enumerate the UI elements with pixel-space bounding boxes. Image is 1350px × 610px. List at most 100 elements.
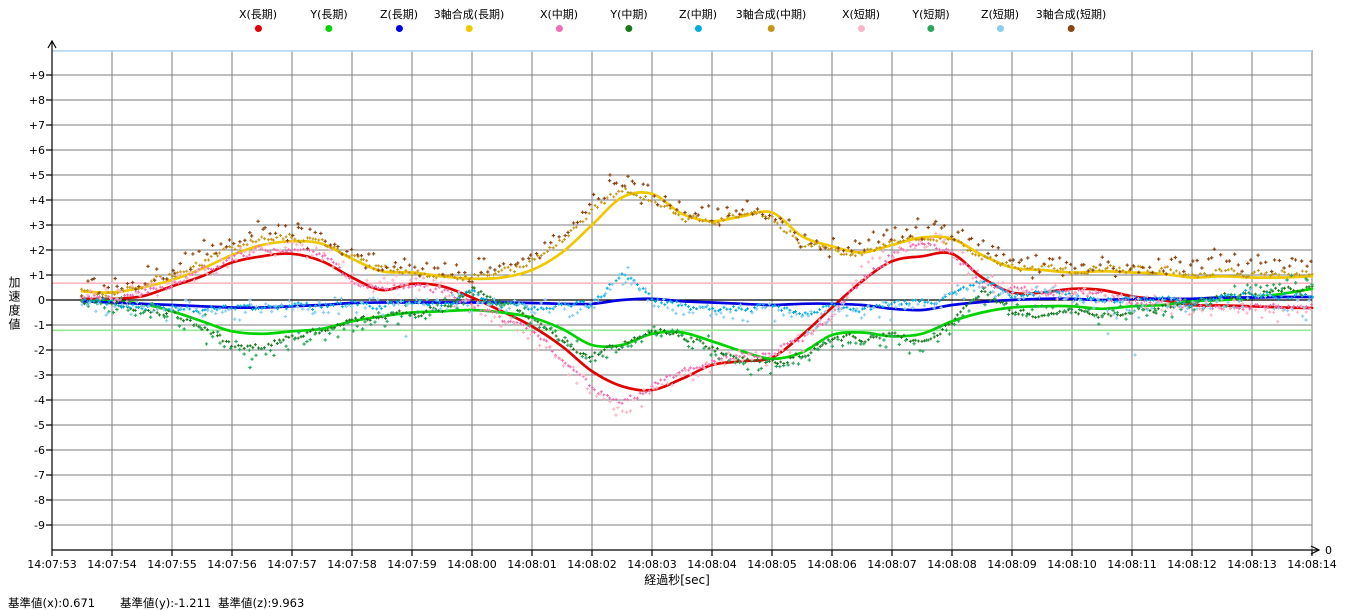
series-x-short-points (79, 231, 1313, 414)
legend-item-Y(中期): Y(中期) (610, 8, 648, 32)
svg-text:14:08:09: 14:08:09 (987, 558, 1036, 571)
series-sum-mid-points (80, 187, 1314, 298)
svg-text:-6: -6 (34, 444, 45, 457)
legend-label: X(短期) (841, 8, 881, 21)
svg-text:+6: +6 (29, 144, 45, 157)
legend-dot-icon (325, 25, 333, 32)
svg-text:14:08:06: 14:08:06 (807, 558, 856, 571)
series-sum-long-line (80, 191, 1314, 294)
svg-text:-1: -1 (34, 319, 45, 332)
legend-dot-icon (767, 25, 775, 32)
outlier-points (248, 277, 1308, 370)
legend-item-3軸合成(長期): 3軸合成(長期) (434, 8, 504, 32)
svg-text:14:07:53: 14:07:53 (27, 558, 76, 571)
legend-label: X(中期) (539, 8, 579, 21)
svg-text:+7: +7 (29, 119, 45, 132)
svg-text:+4: +4 (29, 194, 45, 207)
legend-dot-icon (1067, 25, 1075, 32)
legend-label: Z(長期) (379, 8, 419, 21)
outlier-points (404, 265, 1308, 357)
svg-text:14:08:12: 14:08:12 (1167, 558, 1216, 571)
svg-text:14:08:02: 14:08:02 (567, 558, 616, 571)
svg-text:14:07:57: 14:07:57 (267, 558, 316, 571)
series-z-short-points (80, 272, 1311, 330)
legend-dot-icon (927, 25, 935, 32)
legend-dot-icon (996, 25, 1004, 32)
legend-label: Y(長期) (310, 8, 348, 21)
legend-item-3軸合成(短期): 3軸合成(短期) (1035, 8, 1107, 32)
legend-label: Y(中期) (610, 8, 648, 21)
svg-text:14:07:59: 14:07:59 (387, 558, 436, 571)
svg-text:14:08:07: 14:08:07 (867, 558, 916, 571)
legend-item-Y(短期): Y(短期) (912, 8, 950, 32)
legend-dot-icon (465, 25, 473, 32)
svg-text:-4: -4 (34, 394, 45, 407)
svg-text:14:08:03: 14:08:03 (627, 558, 676, 571)
outlier-points (296, 173, 630, 261)
svg-text:14:07:56: 14:07:56 (207, 558, 256, 571)
legend-label: X(長期) (238, 8, 278, 21)
series-sum-short-points (80, 179, 1313, 298)
svg-text:14:07:54: 14:07:54 (87, 558, 136, 571)
legend-item-3軸合成(中期): 3軸合成(中期) (735, 8, 807, 32)
svg-text:-5: -5 (34, 419, 45, 432)
legend-item-Z(長期): Z(長期) (380, 8, 418, 32)
y-axis-title: 加速度値 (7, 276, 21, 332)
svg-text:-7: -7 (34, 469, 45, 482)
svg-text:14:08:14: 14:08:14 (1287, 558, 1336, 571)
axes (46, 39, 1321, 556)
series-y-long-line (80, 287, 1314, 361)
legend-item-X(長期): X(長期) (239, 8, 277, 32)
legend-dot-icon (694, 25, 702, 32)
x-axis-origin-label: 0 (1325, 544, 1332, 557)
x-axis-title: 経過秒[sec] (644, 573, 710, 587)
legend-dot-icon (555, 25, 563, 32)
baseline-x-value: 基準値(x):0.671 (8, 596, 96, 610)
y-axis-tick-labels: +9 +8 +7 +6 +5 +4 +3 +2 +1 0 -1 -2 -3 -4 -5 -6 -7 -8 -9 (29, 69, 45, 532)
svg-text:14:08:01: 14:08:01 (507, 558, 556, 571)
svg-text:+5: +5 (29, 169, 45, 182)
legend-item-Z(短期): Z(短期) (981, 8, 1019, 32)
svg-text:+3: +3 (29, 219, 45, 232)
svg-text:14:08:13: 14:08:13 (1227, 558, 1276, 571)
svg-text:0: 0 (38, 294, 45, 307)
svg-text:+2: +2 (29, 244, 45, 257)
x-axis-tick-labels: 14:07:53 14:07:54 14:07:55 14:07:56 14:07:57… (27, 558, 1336, 571)
legend-item-X(短期): X(短期) (842, 8, 880, 32)
svg-text:14:08:05: 14:08:05 (747, 558, 796, 571)
svg-text:14:08:08: 14:08:08 (927, 558, 976, 571)
svg-text:+1: +1 (29, 269, 45, 282)
legend-item-Y(長期): Y(長期) (310, 8, 348, 32)
svg-text:14:08:04: 14:08:04 (687, 558, 736, 571)
legend-label: 3軸合成(短期) (1035, 8, 1107, 21)
series-x-mid-points (80, 242, 1313, 405)
svg-text:-9: -9 (34, 519, 45, 532)
svg-text:-3: -3 (34, 369, 45, 382)
legend-label: Z(中期) (678, 8, 718, 21)
svg-text:-2: -2 (34, 344, 45, 357)
series-y-short-points (80, 273, 1314, 377)
svg-text:-8: -8 (34, 494, 45, 507)
legend-item-X(中期): X(中期) (540, 8, 578, 32)
legend-label: Z(短期) (980, 8, 1020, 21)
outlier-points (614, 233, 942, 417)
legend-label: 3軸合成(中期) (735, 8, 807, 21)
baseline-z-value: 基準値(z):9.963 (218, 596, 305, 610)
svg-text:14:08:10: 14:08:10 (1047, 558, 1096, 571)
legend-dot-icon (395, 25, 403, 32)
svg-text:14:08:00: 14:08:00 (447, 558, 496, 571)
legend-dot-icon (625, 25, 633, 32)
svg-text:14:07:55: 14:07:55 (147, 558, 196, 571)
legend-dot-icon (254, 25, 262, 32)
svg-text:14:07:58: 14:07:58 (327, 558, 376, 571)
legend-label: Y(短期) (912, 8, 950, 21)
legend-item-Z(中期): Z(中期) (679, 8, 717, 32)
svg-text:+8: +8 (29, 94, 45, 107)
legend-dot-icon (857, 25, 865, 32)
series-x-long-line (80, 251, 1314, 392)
chart-legend: X(長期) Y(長期) Z(長期) 3軸合成(長期) X(中期) Y(中期) Z(中期) 3軸… (0, 0, 1350, 38)
svg-text:14:08:11: 14:08:11 (1107, 558, 1156, 571)
baseline-y-value: 基準値(y):-1.211 (120, 596, 212, 610)
